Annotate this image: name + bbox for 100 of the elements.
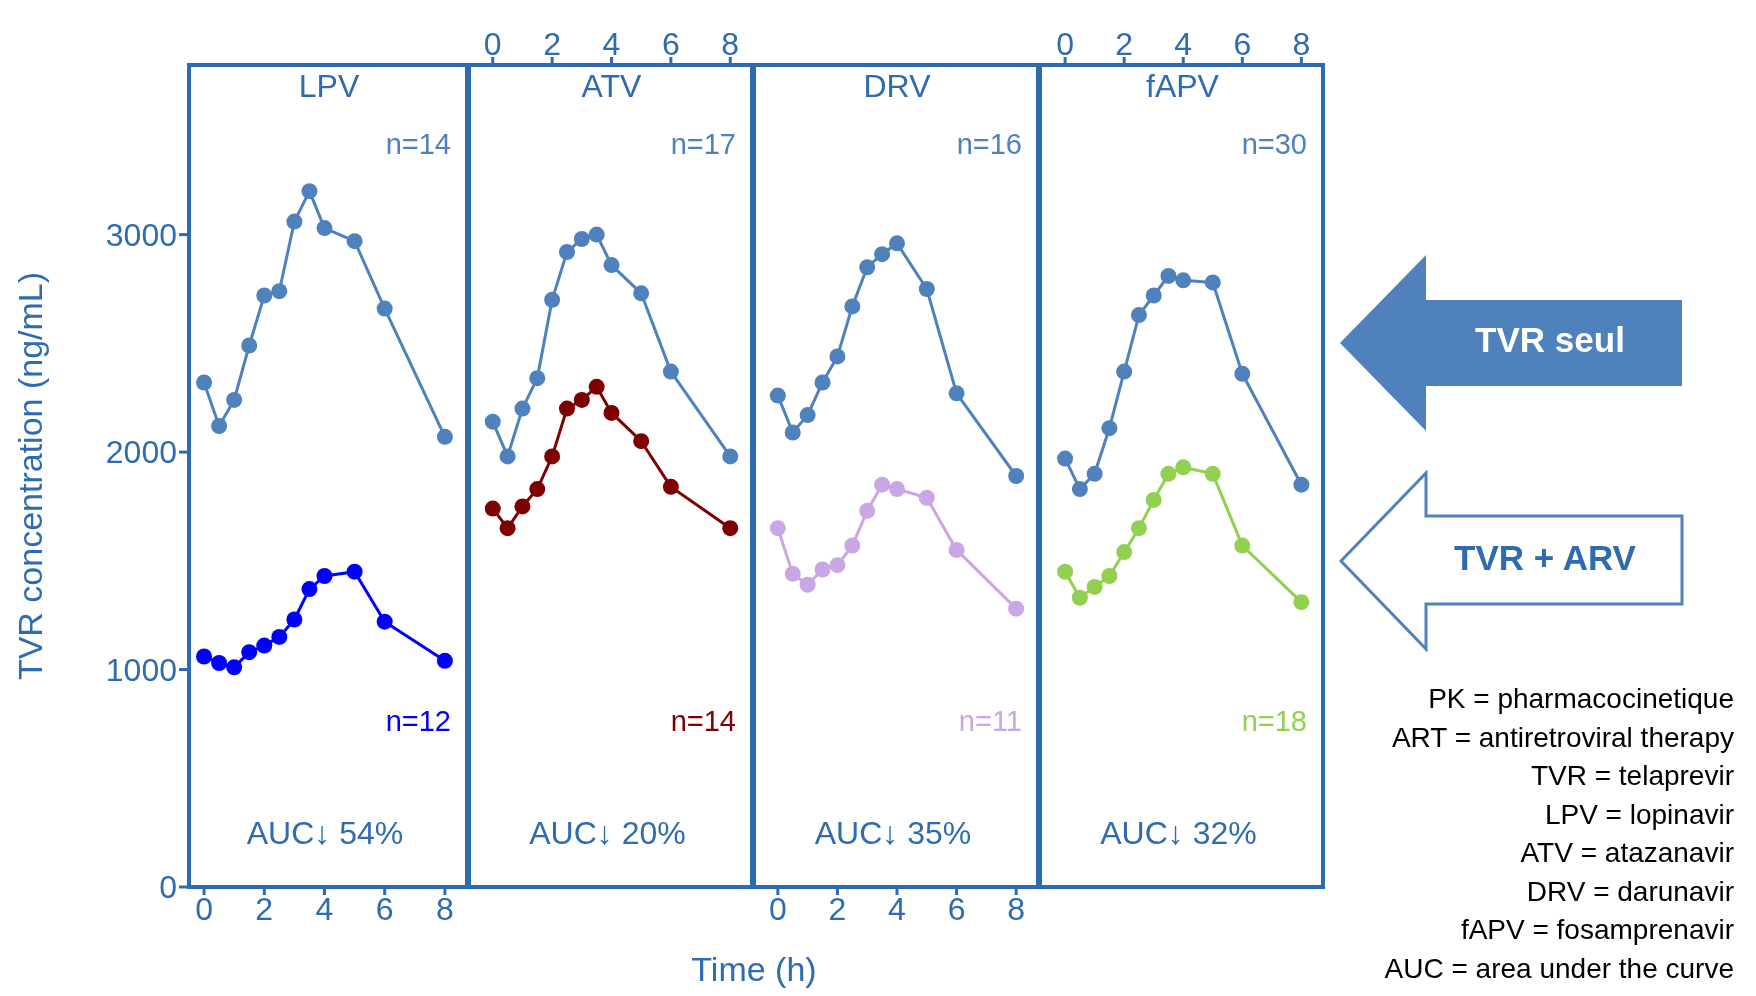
x2-tick-label: 6 [661, 26, 680, 62]
point [874, 246, 891, 263]
point [844, 298, 861, 315]
point [1101, 568, 1118, 585]
point [1116, 544, 1133, 561]
point [226, 659, 243, 676]
point [286, 213, 303, 230]
point [1145, 491, 1162, 508]
x-axis-title: Time (h) [690, 950, 818, 989]
point [499, 520, 516, 537]
point [529, 370, 546, 387]
x2-tick-label: 0 [1056, 26, 1074, 62]
x-tick-label: 2 [828, 890, 847, 927]
point [484, 413, 501, 430]
point [588, 226, 605, 243]
point [859, 502, 876, 519]
point [844, 537, 861, 554]
point [346, 563, 363, 580]
text: AUC = area under the curve [1384, 951, 1734, 986]
point [1008, 600, 1025, 617]
x2-tick-label: 0 [483, 26, 502, 62]
point [814, 561, 831, 578]
x2-tick-label: 2 [543, 26, 562, 62]
x-tick-label: 6 [375, 890, 394, 927]
point [859, 259, 876, 276]
text: TVR + ARV [1453, 538, 1637, 578]
point [1175, 459, 1192, 476]
point [1175, 272, 1192, 289]
x-tick-label: 6 [947, 890, 966, 927]
point [1130, 307, 1147, 324]
point [436, 428, 453, 445]
point [1057, 563, 1074, 580]
chart-title: ATV [580, 68, 643, 105]
point [514, 400, 531, 417]
annotation: n=11 [957, 705, 1022, 738]
annotation: n=16 [955, 128, 1022, 161]
point [722, 520, 739, 537]
point [662, 363, 679, 380]
y-tick-label: 2000 [105, 434, 177, 471]
point [722, 448, 739, 465]
point [499, 448, 516, 465]
point [376, 613, 393, 630]
point [1293, 476, 1310, 493]
x-tick-label: 0 [195, 890, 213, 927]
point [769, 387, 786, 404]
x-tick-label: 4 [315, 890, 334, 927]
point [1071, 589, 1088, 606]
annotation: n=14 [384, 128, 451, 161]
point [544, 291, 561, 308]
point [769, 520, 786, 537]
text: fAPV = fosamprenavir [1459, 913, 1734, 947]
point [376, 300, 393, 317]
x-tick-label: 8 [1007, 890, 1026, 927]
point [829, 348, 846, 365]
text: PK = pharmacocinetique [1427, 682, 1734, 716]
point [196, 648, 213, 665]
point [784, 565, 801, 582]
point [301, 183, 318, 200]
point [1234, 537, 1251, 554]
point [1086, 465, 1103, 482]
point [948, 385, 965, 402]
chart-title: LPV [297, 68, 361, 105]
point [196, 374, 213, 391]
annotation: n=30 [1240, 128, 1307, 161]
point [573, 391, 590, 408]
annotation: AUC↓ 54% [245, 815, 405, 852]
point [211, 417, 228, 434]
annotation: n=18 [1240, 705, 1307, 738]
x-tick-label: 4 [888, 890, 906, 927]
point [1204, 465, 1221, 482]
point [1204, 274, 1221, 291]
x-tick-label: 2 [255, 890, 274, 927]
point [316, 568, 333, 585]
point [558, 400, 575, 417]
chart-title: fAPV [1145, 68, 1220, 105]
point [588, 378, 605, 395]
y-tick-label: 1000 [105, 651, 177, 688]
annotation: AUC↓ 35% [813, 815, 973, 852]
point [1101, 420, 1118, 437]
x-tick-label: 0 [768, 890, 787, 927]
point [918, 489, 935, 506]
point [256, 637, 273, 654]
point [1234, 365, 1251, 382]
point [436, 652, 453, 669]
point [814, 374, 831, 391]
x2-tick-label: 6 [1233, 26, 1252, 62]
x2-tick-label: 2 [1115, 26, 1134, 62]
point [918, 280, 935, 297]
point [484, 500, 501, 517]
point [514, 498, 531, 515]
point [603, 404, 620, 421]
point [1160, 267, 1177, 284]
y-axis-title: TVR concentration (ng/mL) [10, 271, 50, 681]
point [316, 220, 333, 237]
point [544, 448, 561, 465]
point [799, 576, 816, 593]
annotation: AUC↓ 32% [1099, 815, 1258, 852]
point [1145, 287, 1162, 304]
point [1116, 363, 1133, 380]
text: TVR = telaprevir [1529, 759, 1734, 793]
